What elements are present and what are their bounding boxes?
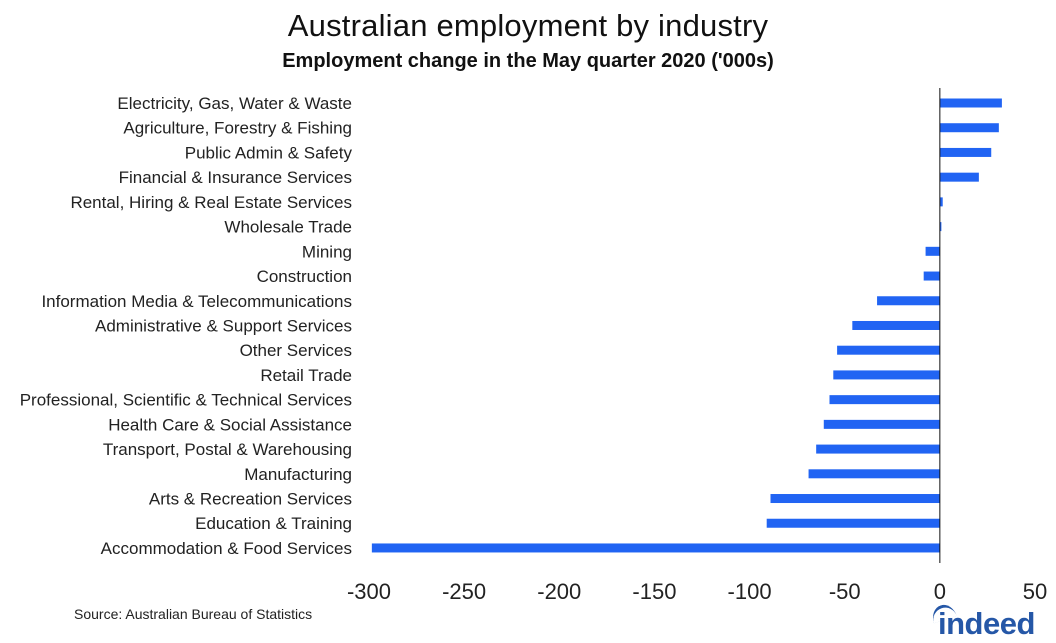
category-label: Transport, Postal & Warehousing — [103, 440, 352, 459]
indeed-logo: indeed — [929, 601, 1050, 643]
bar — [923, 271, 940, 281]
bar — [808, 469, 940, 479]
x-tick-label: -300 — [347, 579, 391, 604]
x-tick-label: -50 — [829, 579, 861, 604]
bar — [816, 444, 940, 454]
bar — [939, 172, 979, 182]
bar — [939, 197, 943, 207]
chart-subtitle: Employment change in the May quarter 202… — [282, 50, 774, 72]
bar — [371, 543, 940, 553]
bar — [837, 345, 940, 355]
x-tick-label: 50 — [1023, 579, 1047, 604]
bar — [770, 494, 940, 504]
bar — [939, 98, 1002, 108]
category-label: Arts & Recreation Services — [149, 490, 352, 509]
category-label: Other Services — [240, 341, 352, 360]
x-tick-label: -100 — [728, 579, 772, 604]
logo-text: indeed — [938, 606, 1035, 641]
category-label: Health Care & Social Assistance — [108, 415, 352, 434]
bar — [823, 419, 940, 429]
category-label: Retail Trade — [260, 366, 352, 385]
category-label: Construction — [257, 267, 352, 286]
category-label: Electricity, Gas, Water & Waste — [117, 94, 352, 113]
x-tick-label: 0 — [934, 579, 946, 604]
category-label: Manufacturing — [244, 465, 352, 484]
category-label: Rental, Hiring & Real Estate Services — [70, 193, 352, 212]
category-label: Administrative & Support Services — [95, 316, 352, 335]
category-label: Public Admin & Safety — [185, 143, 353, 162]
source-note: Source: Australian Bureau of Statistics — [74, 606, 313, 622]
bar — [877, 296, 940, 306]
chart-title: Australian employment by industry — [287, 8, 769, 43]
category-label: Professional, Scientific & Technical Ser… — [20, 391, 352, 410]
bar — [925, 246, 940, 256]
bar — [939, 222, 942, 232]
category-label: Wholesale Trade — [224, 218, 352, 237]
x-tick-label: -150 — [632, 579, 676, 604]
bar — [766, 518, 940, 528]
category-label: Information Media & Telecommunications — [41, 292, 352, 311]
bar — [939, 123, 999, 133]
category-label: Agriculture, Forestry & Fishing — [123, 119, 352, 138]
x-tick-label: -200 — [537, 579, 581, 604]
category-label: Mining — [302, 242, 352, 261]
x-tick-label: -250 — [442, 579, 486, 604]
bar — [829, 395, 940, 405]
bar — [939, 147, 992, 157]
category-label: Accommodation & Food Services — [101, 539, 352, 558]
category-label: Financial & Insurance Services — [119, 168, 352, 187]
category-label: Education & Training — [195, 514, 352, 533]
bar — [852, 320, 940, 330]
bar — [833, 370, 940, 380]
